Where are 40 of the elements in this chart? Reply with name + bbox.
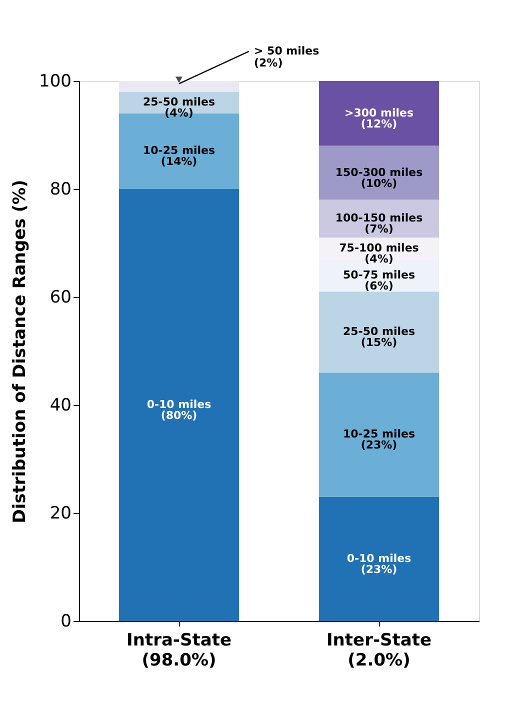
bar: [319, 146, 439, 200]
data-label: (4%): [364, 252, 394, 266]
data-label: (7%): [364, 222, 394, 236]
data-label: (6%): [364, 279, 394, 292]
y-axis-title: Distribution of Distance Ranges (%): [10, 180, 30, 524]
data-label: (23%): [360, 438, 398, 452]
bar: [319, 372, 439, 497]
data-label: (12%): [360, 117, 398, 130]
series-label: 10-25 miles: [142, 144, 216, 158]
data-label: (15%): [360, 336, 398, 350]
series-label: 150-300 miles: [335, 166, 424, 179]
text: 25-50 miles: [342, 325, 416, 338]
y-tick-label: 100: [39, 72, 72, 92]
data-label: (10%): [360, 176, 398, 190]
data-label: (80%): [160, 409, 198, 422]
data-label: (14%): [160, 155, 198, 168]
x-tick-label: Intra-State (98.0%): [126, 630, 232, 670]
y-tick-label: 0: [60, 612, 72, 632]
y-tick-label: 40: [50, 396, 72, 416]
text: 0-10 miles: [346, 552, 412, 565]
bar: [119, 81, 239, 92]
series-label: >300 miles: [344, 106, 414, 120]
bar: [319, 81, 439, 146]
text: > 50 miles: [254, 44, 320, 58]
bar: [319, 292, 439, 373]
text: 10-25 miles: [342, 428, 416, 441]
data-label: (23%): [360, 562, 398, 576]
y-tick-label: 60: [50, 288, 72, 308]
y-tick-label: 20: [50, 504, 72, 524]
series-label: 25-50 miles: [142, 96, 216, 109]
series-label: 0-10 miles: [146, 398, 212, 411]
series-label: 100-150 miles: [335, 212, 424, 225]
x-tick-label: Inter-State (2.0%): [326, 630, 432, 670]
data-label: (4%): [164, 106, 194, 120]
bar: [119, 189, 239, 621]
series-label: 75-100 miles: [339, 241, 420, 254]
bar: [319, 496, 439, 621]
series-label: 50-75 miles: [342, 268, 416, 282]
y-tick-label: 80: [50, 180, 72, 200]
data-label: (2%): [254, 56, 283, 70]
